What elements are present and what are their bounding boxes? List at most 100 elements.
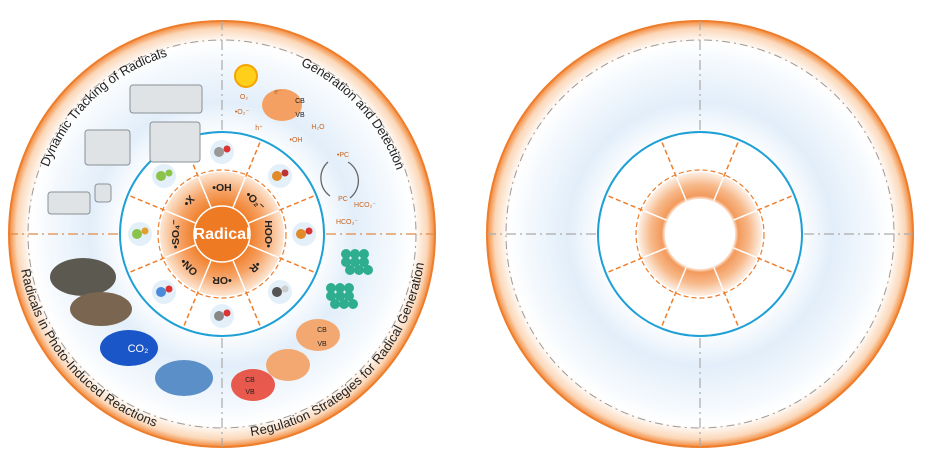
illustration-label: e⁻ bbox=[274, 89, 282, 96]
photo bbox=[100, 330, 158, 366]
band-blob bbox=[266, 349, 310, 381]
molecule-atom bbox=[165, 285, 173, 293]
donut-separator bbox=[232, 176, 247, 209]
molecule-atom bbox=[141, 227, 149, 235]
molecule-atom bbox=[165, 169, 173, 177]
illustration-label: HCO₂⁻ bbox=[354, 202, 376, 209]
radical-label: •OR bbox=[212, 274, 232, 286]
sector-divider bbox=[183, 290, 199, 327]
illustration-label: •O₂⁻ bbox=[235, 109, 250, 116]
donut-inner-dash bbox=[157, 169, 287, 299]
photo bbox=[70, 292, 132, 326]
sector-divider bbox=[278, 195, 315, 211]
illustration-label: PC bbox=[338, 196, 348, 203]
sector-divider bbox=[607, 195, 644, 211]
sector-divider bbox=[129, 195, 166, 211]
cycle-arrow bbox=[347, 161, 360, 199]
illustration-label: H₂O bbox=[311, 124, 325, 131]
molecule-atom bbox=[296, 229, 306, 239]
crystal-atom bbox=[344, 283, 354, 293]
photo bbox=[155, 360, 213, 396]
crystal-atom bbox=[350, 249, 360, 259]
donut-separator bbox=[197, 259, 212, 292]
sector-divider bbox=[756, 257, 793, 273]
sector-divider bbox=[245, 141, 261, 178]
center-disc bbox=[193, 205, 251, 263]
crystal-atom bbox=[344, 291, 354, 301]
molecule-atom bbox=[281, 285, 289, 293]
illustration-label: CB bbox=[245, 377, 255, 384]
instrument bbox=[129, 84, 203, 114]
sector-divider bbox=[661, 290, 677, 327]
molecule-atom bbox=[132, 229, 142, 239]
sun bbox=[234, 64, 258, 88]
radical-label: •OH bbox=[212, 182, 231, 194]
illustration-label: O₂ bbox=[240, 94, 248, 101]
crystal-atom bbox=[341, 257, 351, 267]
band-blob bbox=[231, 369, 275, 401]
band-blob bbox=[296, 319, 340, 351]
molecule-atom bbox=[281, 169, 289, 177]
molecule-atom bbox=[156, 286, 167, 297]
crystal-atom bbox=[341, 249, 351, 259]
instrument bbox=[149, 121, 201, 163]
crystal-atom bbox=[359, 257, 369, 267]
donut-inner-dash bbox=[635, 169, 765, 299]
donut-separator bbox=[675, 176, 687, 202]
donut-separator bbox=[232, 259, 247, 292]
illustration-label: h⁺ bbox=[255, 125, 263, 132]
crystal-atom bbox=[326, 291, 336, 301]
donut-separator bbox=[247, 244, 280, 259]
sector-divider bbox=[607, 257, 644, 273]
crystal-atom bbox=[330, 299, 340, 309]
donut-separator bbox=[164, 209, 197, 224]
donut-separator bbox=[732, 247, 758, 259]
crystal-atom bbox=[335, 283, 345, 293]
donut-separator bbox=[642, 247, 668, 259]
crystal-atom bbox=[335, 291, 345, 301]
molecule-atom bbox=[214, 311, 224, 321]
donut-separator bbox=[197, 176, 212, 209]
donut-separator bbox=[247, 209, 280, 224]
crystal-atom bbox=[348, 299, 358, 309]
molecule-atom bbox=[271, 286, 282, 297]
illustration-label: CB bbox=[295, 98, 305, 105]
donut-separator bbox=[713, 266, 725, 292]
crystal-atom bbox=[339, 299, 349, 309]
molecule-atom bbox=[271, 171, 282, 182]
crystal-atom bbox=[354, 265, 364, 275]
left-wheel: Radical•OH•O₂⁻HOO••R•ORON••SO₄⁻•XDynamic… bbox=[8, 20, 436, 448]
crystal-atom bbox=[345, 265, 355, 275]
sector-divider bbox=[723, 290, 739, 327]
molecule-atom bbox=[223, 309, 231, 317]
sector-divider bbox=[723, 141, 739, 178]
illustration-label: CB bbox=[317, 327, 327, 334]
instrument bbox=[47, 191, 91, 215]
illustration-label: •OH bbox=[290, 137, 303, 144]
instrument bbox=[94, 183, 112, 203]
center-hole bbox=[665, 199, 735, 269]
right-wheel bbox=[486, 20, 914, 448]
illustration-label: VB bbox=[317, 341, 327, 348]
molecule-atom bbox=[305, 227, 313, 235]
center-label: Radical bbox=[194, 226, 251, 243]
crystal-atom bbox=[363, 265, 373, 275]
crystal-atom bbox=[350, 257, 360, 267]
crystal-atom bbox=[359, 249, 369, 259]
donut-separator bbox=[642, 209, 668, 221]
molecule-atom bbox=[156, 171, 167, 182]
sector-divider bbox=[245, 290, 261, 327]
donut-separator bbox=[732, 209, 758, 221]
donut-separator bbox=[713, 176, 725, 202]
photo bbox=[50, 258, 116, 296]
cycle-arrow bbox=[320, 161, 331, 197]
radical-label: HOO• bbox=[262, 220, 274, 248]
donut-separator bbox=[675, 266, 687, 292]
sector-divider bbox=[661, 141, 677, 178]
sector-divider bbox=[278, 257, 315, 273]
illustration-label: HCO₃⁻ bbox=[336, 219, 358, 226]
illustration-label: VB bbox=[245, 389, 255, 396]
molecule-atom bbox=[214, 147, 224, 157]
instrument bbox=[84, 129, 131, 166]
